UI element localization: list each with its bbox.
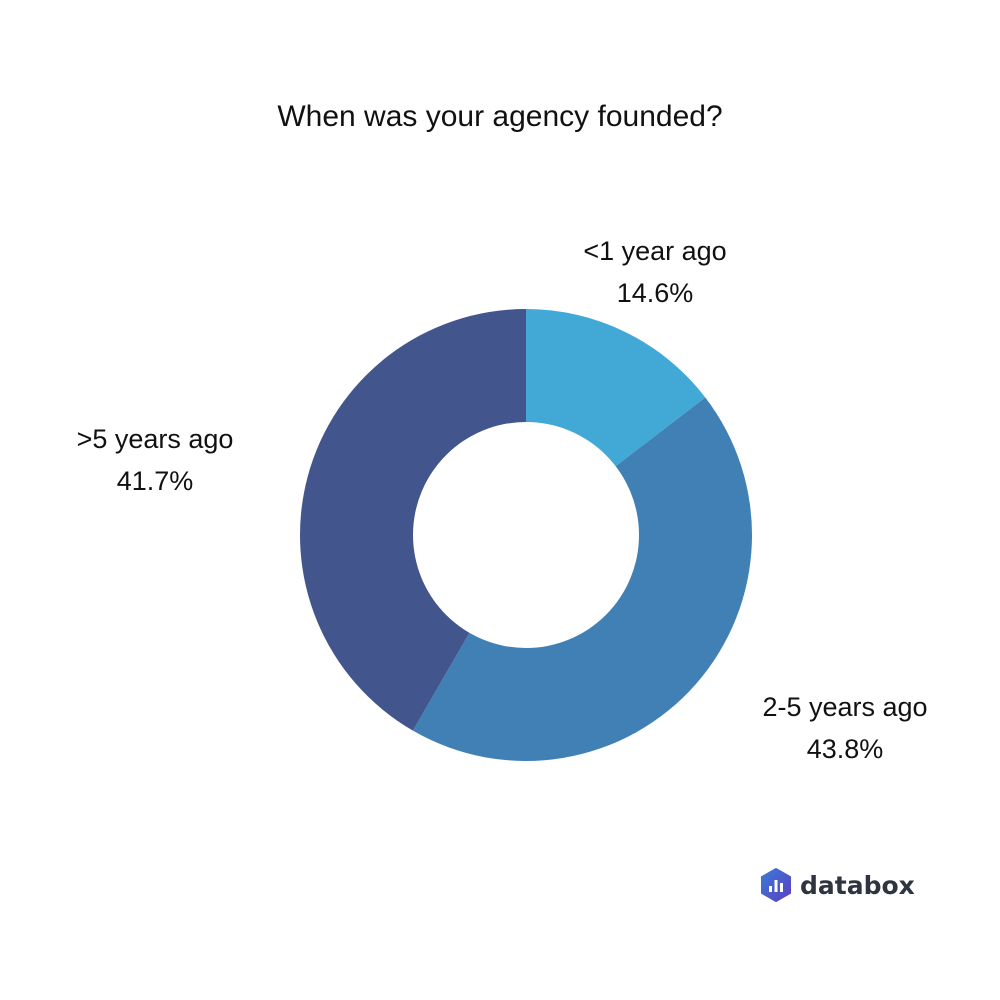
donut-hole xyxy=(413,422,639,648)
brand-name: databox xyxy=(800,870,915,900)
label-value: 41.7% xyxy=(116,466,194,496)
label-name: >5 years ago xyxy=(76,424,234,454)
label-name: 2-5 years ago xyxy=(762,692,928,722)
label-value: 43.8% xyxy=(806,734,884,764)
databox-brand: databox xyxy=(760,868,915,902)
label-less-than-1-year: <1 year ago 14.6% xyxy=(555,230,755,314)
label-value: 14.6% xyxy=(616,278,694,308)
label-name: <1 year ago xyxy=(583,236,727,266)
databox-logo-icon xyxy=(761,868,791,902)
label-2-5-years: 2-5 years ago 43.8% xyxy=(735,686,955,770)
label-more-than-5-years: >5 years ago 41.7% xyxy=(55,418,255,502)
chart-title: When was your agency founded? xyxy=(277,100,723,133)
